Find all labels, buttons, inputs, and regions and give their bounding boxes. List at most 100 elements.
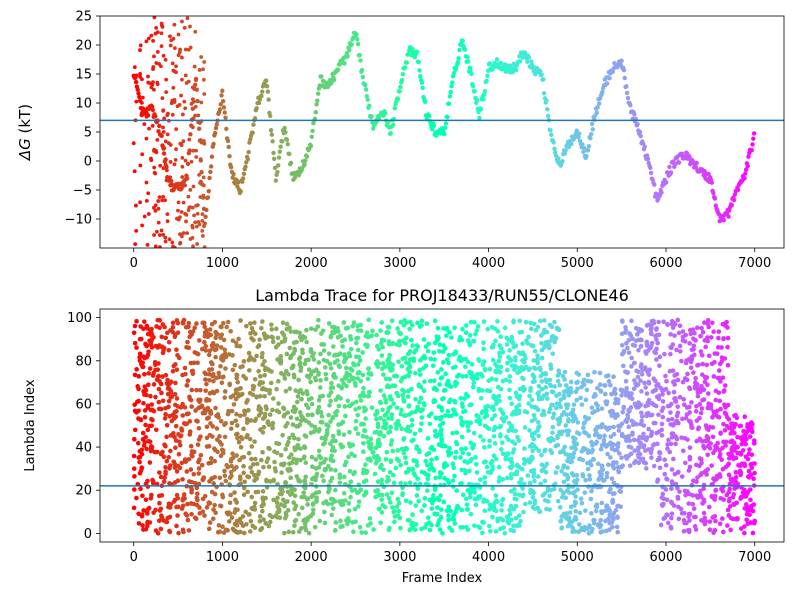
lambda-point (719, 359, 724, 364)
lambda-point (726, 498, 732, 504)
lambda-point (463, 364, 468, 370)
delta-g-point (275, 169, 280, 175)
lambda-point (504, 475, 510, 481)
lambda-point (358, 422, 364, 427)
lambda-point (336, 383, 341, 388)
lambda-point (530, 448, 535, 454)
lambda-point (629, 355, 634, 361)
lambda-point (242, 408, 247, 414)
delta-g-point (363, 87, 369, 92)
lambda-point (722, 402, 727, 407)
lambda-point (468, 440, 474, 446)
lambda-point (398, 319, 404, 325)
lambda-point (314, 497, 319, 503)
lambda-point (241, 470, 246, 476)
lambda-point (437, 382, 442, 387)
delta-g-point (202, 92, 207, 96)
lambda-point (195, 360, 200, 366)
lambda-point (182, 365, 188, 371)
delta-g-point (185, 16, 190, 21)
lambda-point (487, 502, 493, 508)
delta-g-point (236, 180, 241, 185)
lambda-point (142, 355, 147, 361)
lambda-point (429, 444, 435, 450)
lambda-point (203, 343, 209, 349)
lambda-point (373, 494, 378, 500)
lambda-point (624, 389, 630, 395)
lambda-point (627, 395, 633, 400)
delta-g-point (161, 151, 167, 156)
lambda-point (321, 348, 327, 353)
delta-g-point (331, 77, 337, 83)
lambda-point (601, 441, 607, 447)
lambda-point (595, 461, 601, 467)
lambda-point (669, 431, 675, 436)
delta-g-point (152, 233, 156, 237)
lambda-point (579, 384, 584, 390)
lambda-point (451, 465, 456, 471)
lambda-point (513, 343, 519, 349)
lambda-point (176, 451, 182, 457)
delta-g-point (160, 25, 165, 29)
lambda-point (415, 486, 421, 491)
delta-g-point (610, 69, 615, 75)
lambda-point (679, 358, 684, 364)
lambda-point (336, 431, 342, 437)
lambda-point (300, 391, 306, 396)
lambda-point (351, 376, 357, 381)
lambda-point (488, 528, 493, 534)
lambda-point (252, 507, 258, 512)
lambda-point (413, 347, 419, 353)
lambda-point (231, 402, 237, 407)
lambda-point (705, 318, 711, 323)
lambda-point (310, 493, 316, 498)
lambda-point (353, 407, 358, 412)
delta-g-point (153, 113, 158, 119)
lambda-point (409, 417, 415, 423)
lambda-point (315, 408, 321, 413)
lambda-point (679, 435, 684, 440)
lambda-point (354, 340, 359, 346)
lambda-point (285, 421, 290, 426)
lambda-point (322, 520, 328, 526)
lambda-point (653, 378, 658, 384)
delta-g-point (418, 74, 423, 79)
lambda-point (134, 367, 139, 372)
lambda-point (212, 502, 217, 508)
delta-g-point (199, 170, 204, 175)
lambda-point (526, 401, 531, 406)
lambda-point (512, 441, 518, 446)
delta-g-point (243, 164, 248, 170)
lambda-point (409, 522, 415, 527)
lambda-point (275, 495, 280, 501)
delta-g-point (146, 212, 151, 216)
delta-g-point (314, 102, 319, 107)
lambda-point (677, 489, 682, 494)
lambda-point (525, 473, 531, 478)
lambda-point (218, 324, 224, 330)
lambda-point (185, 501, 190, 507)
lambda-point (407, 364, 413, 370)
lambda-point (232, 510, 237, 515)
lambda-point (695, 475, 700, 480)
lambda-point (406, 466, 411, 472)
delta-g-point (140, 223, 145, 228)
lambda-point (355, 335, 361, 341)
lambda-point (616, 468, 621, 474)
delta-g-point (191, 148, 196, 153)
lambda-point (144, 323, 150, 329)
lambda-point (703, 344, 709, 350)
lambda-point (400, 393, 406, 398)
lambda-point (317, 427, 322, 432)
lambda-point (632, 460, 637, 466)
lambda-point (235, 379, 241, 385)
lambda-point (609, 391, 614, 397)
lambda-point (573, 446, 578, 452)
lambda-point (592, 391, 598, 397)
lambda-point (407, 527, 413, 533)
lambda-point (381, 338, 387, 343)
lambda-point (632, 378, 637, 383)
lambda-point (214, 332, 219, 337)
lambda-point (285, 499, 290, 504)
lambda-point (732, 413, 737, 418)
